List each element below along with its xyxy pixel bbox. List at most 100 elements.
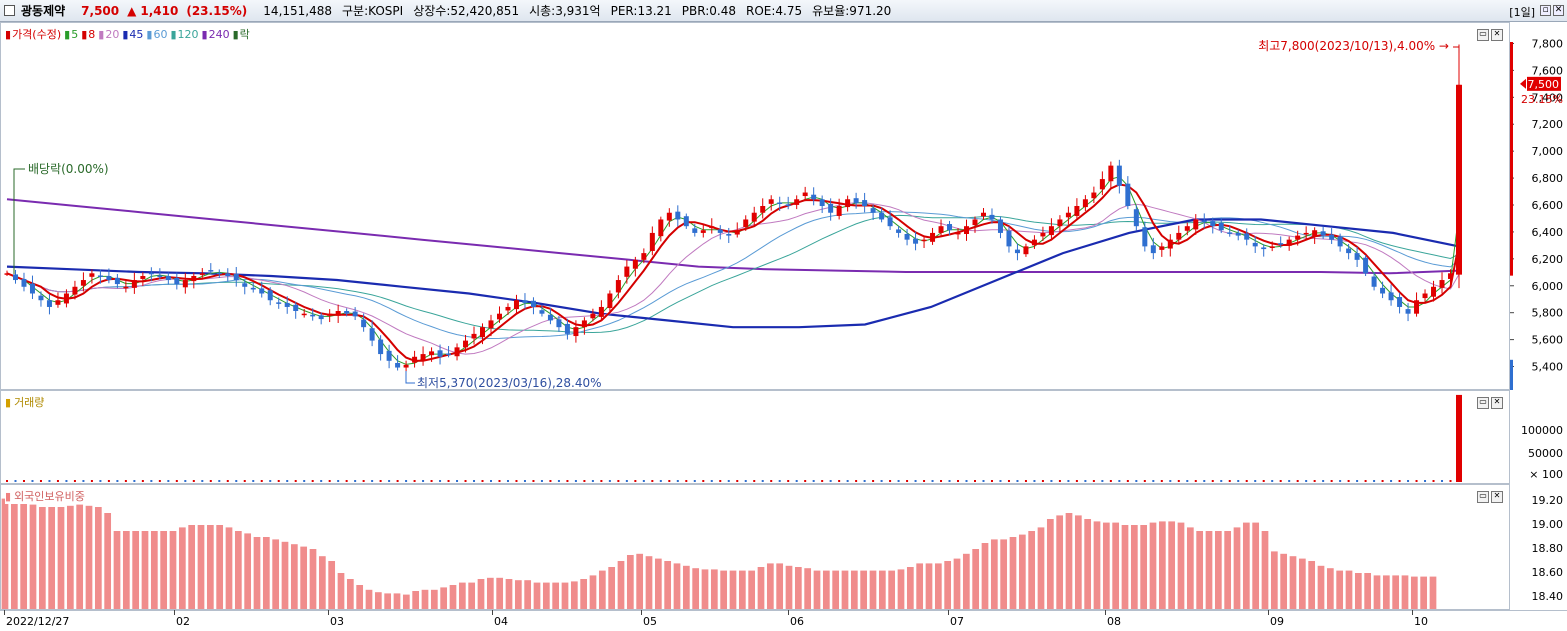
candle-body (1176, 232, 1182, 240)
candle (887, 210, 893, 230)
candle-body (327, 313, 333, 316)
price-tick-label: 6,800 (1532, 172, 1564, 185)
volume-bar (14, 480, 17, 482)
foreign-ratio-bar (1420, 576, 1428, 609)
last-candle-body (1456, 84, 1462, 275)
volume-bar (1160, 480, 1163, 482)
volume-bar (184, 480, 187, 482)
fr-tick: 19.00 (1531, 518, 1564, 531)
candle (955, 228, 961, 240)
panel-minimize-icon[interactable]: ▭ (1477, 29, 1489, 41)
period-selector[interactable]: [1일] (1509, 6, 1535, 19)
candle-body (972, 219, 978, 226)
volume-bar (795, 480, 798, 482)
candle (964, 219, 970, 241)
select-checkbox[interactable] (4, 5, 15, 16)
candle-body (276, 302, 282, 304)
foreign-legend-label: 외국인보유비중 (14, 490, 85, 503)
candle-body (1201, 220, 1207, 223)
volume-bar (872, 480, 875, 482)
candle-body (480, 327, 486, 338)
legend-item[interactable]: 45 (129, 28, 144, 41)
candle-body (751, 212, 757, 222)
candle (989, 208, 995, 224)
volume-panel-controls: ▭ ✕ (1475, 394, 1503, 409)
per-value: PER:13.21 (610, 3, 672, 18)
legend-item[interactable]: 60 (153, 28, 168, 41)
foreign-ratio-bar (1270, 551, 1278, 609)
volume-panel[interactable]: ▮ 거래량 ▭ ✕ (0, 390, 1510, 484)
volume-legend-label: 거래량 (14, 396, 45, 409)
candle-body (182, 280, 188, 288)
price-chart-panel[interactable]: ▮가격(수정) ▮5 ▮8 ▮20 ▮45 ▮60 ▮120 ▮240 ▮락 ▭ ✕ 배당락(0.… (0, 22, 1510, 390)
stock-name[interactable]: 광동제약 (21, 4, 66, 18)
foreign-ratio-bar (188, 525, 196, 609)
volume-bar (48, 480, 51, 482)
candle (1422, 289, 1428, 302)
candle-body (463, 340, 469, 348)
volume-minimize-icon[interactable]: ▭ (1477, 397, 1489, 409)
foreign-ratio-bar (76, 504, 84, 609)
volume-bar (1092, 480, 1095, 482)
volume-y-axis: 100000 50000 × 100 (1510, 390, 1567, 484)
volume-bar (396, 480, 399, 482)
foreign-ratio-bar (393, 593, 401, 609)
candle (649, 226, 655, 256)
foreign-ratio-bar (822, 570, 830, 609)
candle (80, 272, 86, 292)
candle (1150, 237, 1156, 260)
foreign-ratio-bar (468, 582, 476, 609)
candle-body (395, 362, 401, 368)
panel-close-icon[interactable]: ✕ (1491, 29, 1503, 41)
candle (794, 195, 800, 210)
foreign-ratio-bar (496, 577, 504, 609)
foreign-ratio-bar (1093, 521, 1101, 609)
candle-body (802, 192, 808, 197)
foreign-minimize-icon[interactable]: ▭ (1477, 491, 1489, 503)
volume-bar (1271, 480, 1274, 482)
foreign-ratio-bar (524, 580, 532, 609)
candle-body (913, 238, 919, 244)
foreign-close-icon[interactable]: ✕ (1491, 491, 1503, 503)
restore-icon[interactable]: ▫ (1540, 5, 1551, 16)
ma240-line (6, 198, 1460, 275)
foreign-ratio-bar (421, 589, 429, 609)
candle-body (72, 286, 78, 295)
volume-bar (549, 480, 552, 482)
legend-item[interactable]: 8 (88, 28, 96, 41)
foreign-ratio-bar (104, 513, 112, 609)
foreign-ratio-bar (1392, 575, 1400, 609)
close-icon[interactable]: ✕ (1553, 5, 1564, 16)
legend-item[interactable]: 락 (239, 28, 250, 41)
legend-item[interactable]: 5 (71, 28, 79, 41)
volume-bar (1330, 480, 1333, 482)
foreign-ratio-bar (1158, 521, 1166, 609)
candle (395, 355, 401, 371)
foreign-ratio-bar (514, 580, 522, 609)
volume-bar (1441, 480, 1444, 482)
foreign-ratio-bar (1336, 570, 1344, 609)
candle-body (811, 194, 817, 200)
candle-body (1159, 246, 1165, 250)
volume-bar (311, 480, 314, 482)
price-tick-label: 7,600 (1532, 64, 1564, 77)
legend-item[interactable]: 120 (177, 28, 199, 41)
foreign-ratio-bar (1233, 527, 1241, 609)
foreign-ratio-bar (1317, 565, 1325, 609)
legend-item[interactable]: 가격(수정) (12, 28, 62, 41)
candle (1431, 280, 1437, 302)
listed-shares: 상장수:52,420,851 (413, 4, 520, 18)
legend-item[interactable]: 240 (208, 28, 230, 41)
candle (72, 280, 78, 300)
volume-close-icon[interactable]: ✕ (1491, 397, 1503, 409)
candle (29, 275, 35, 300)
legend-item[interactable]: 20 (105, 28, 120, 41)
candle (522, 293, 528, 310)
price-range-bar (1510, 42, 1513, 276)
candle (454, 343, 460, 361)
candle (327, 309, 333, 323)
volume-bar (82, 480, 85, 482)
candle (4, 270, 10, 276)
foreign-ratio-panel[interactable]: ▮ 외국인보유비중 ▭ ✕ (0, 484, 1510, 610)
candle (1099, 171, 1105, 196)
